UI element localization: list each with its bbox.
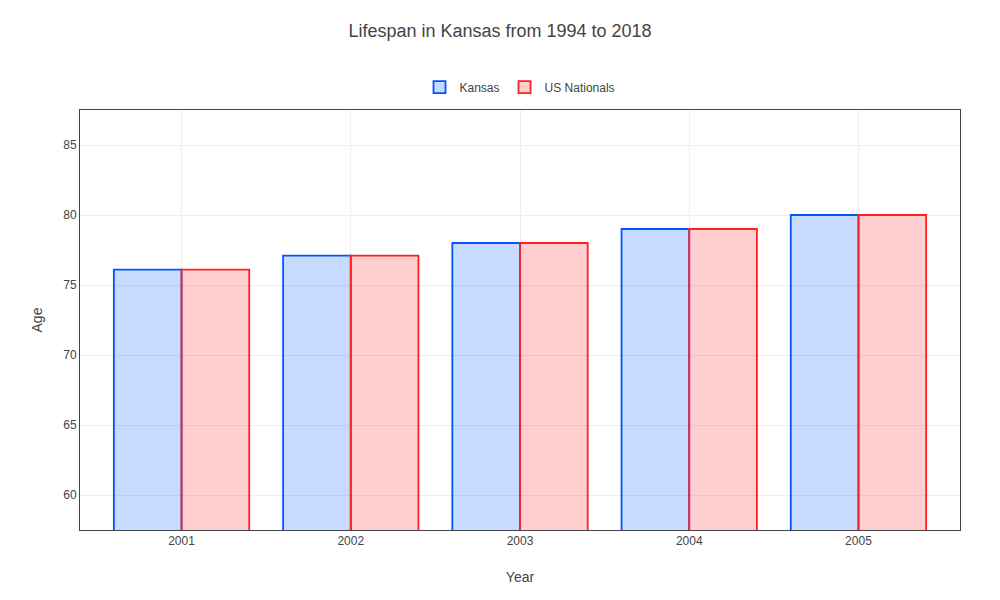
- svg-text:Lifespan in Kansas from 1994 t: Lifespan in Kansas from 1994 to 2018: [348, 21, 651, 41]
- svg-text:2003: 2003: [507, 534, 534, 548]
- svg-text:85: 85: [63, 138, 77, 152]
- svg-text:Year: Year: [506, 569, 535, 585]
- svg-text:75: 75: [63, 278, 77, 292]
- svg-text:Kansas: Kansas: [460, 81, 500, 95]
- svg-text:US Nationals: US Nationals: [545, 81, 615, 95]
- svg-text:70: 70: [63, 348, 77, 362]
- svg-text:80: 80: [63, 208, 77, 222]
- svg-text:2005: 2005: [845, 534, 872, 548]
- svg-text:2001: 2001: [168, 534, 195, 548]
- svg-text:2002: 2002: [337, 534, 364, 548]
- svg-text:Age: Age: [29, 307, 45, 332]
- svg-text:2004: 2004: [676, 534, 703, 548]
- svg-text:60: 60: [63, 488, 77, 502]
- svg-text:65: 65: [63, 418, 77, 432]
